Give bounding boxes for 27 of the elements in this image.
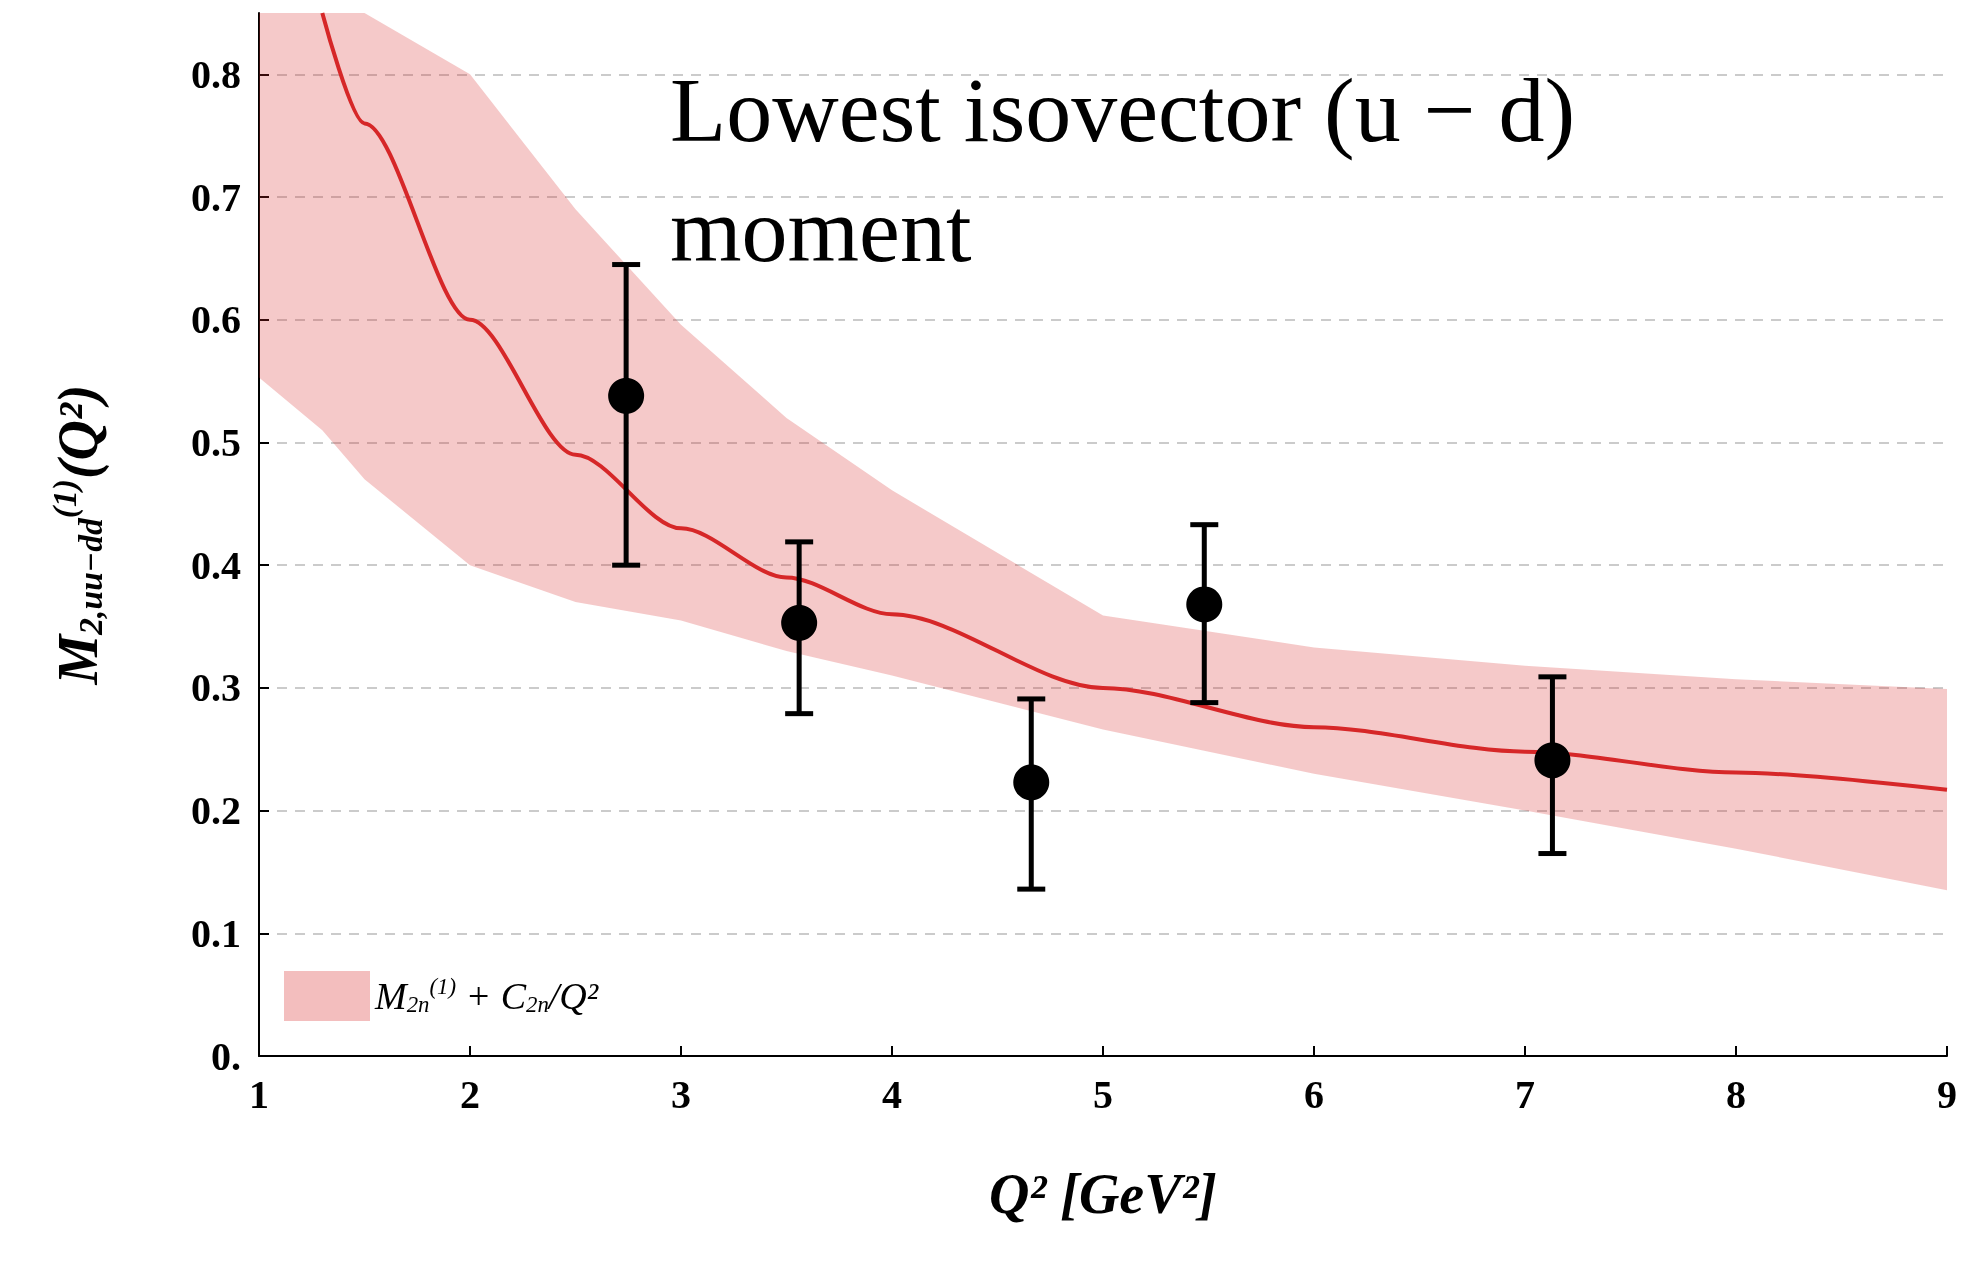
point bbox=[608, 377, 645, 414]
y-axis-title: M2,uu−dd(1)(Q²) bbox=[45, 384, 110, 686]
point bbox=[1013, 764, 1050, 801]
y-tick-label: 0.7 bbox=[191, 174, 241, 220]
x-tick-label: 8 bbox=[1726, 1071, 1746, 1117]
x-tick-label: 6 bbox=[1304, 1071, 1324, 1117]
x-tick-label: 2 bbox=[460, 1071, 480, 1117]
y-tick-label: 0.4 bbox=[191, 542, 241, 588]
y-tick-label: 0.1 bbox=[191, 910, 241, 956]
x-tick-label: 4 bbox=[882, 1071, 902, 1117]
y-tick-label: 0.6 bbox=[191, 297, 241, 343]
y-tick-label: 0.3 bbox=[191, 665, 241, 711]
x-tick-label: 7 bbox=[1515, 1071, 1535, 1117]
x-tick-label: 9 bbox=[1937, 1071, 1957, 1117]
x-axis-title: Q² [GeV²] bbox=[989, 1163, 1217, 1225]
x-tick-label: 1 bbox=[249, 1071, 269, 1117]
y-tick-label: 0. bbox=[211, 1033, 241, 1079]
annotation: Lowest isovector (u − d) moment bbox=[670, 59, 1599, 281]
legend-label: M2n(1) + C2n/Q² bbox=[374, 974, 599, 1018]
y-tick-label: 0.5 bbox=[191, 419, 241, 465]
point bbox=[1186, 586, 1223, 623]
x-tick-label: 5 bbox=[1093, 1071, 1113, 1117]
y-tick-label: 0.2 bbox=[191, 788, 241, 834]
point bbox=[1534, 742, 1571, 779]
x-tick-label: 3 bbox=[671, 1071, 691, 1117]
y-tick-label: 0.8 bbox=[191, 51, 241, 97]
point bbox=[781, 604, 818, 641]
